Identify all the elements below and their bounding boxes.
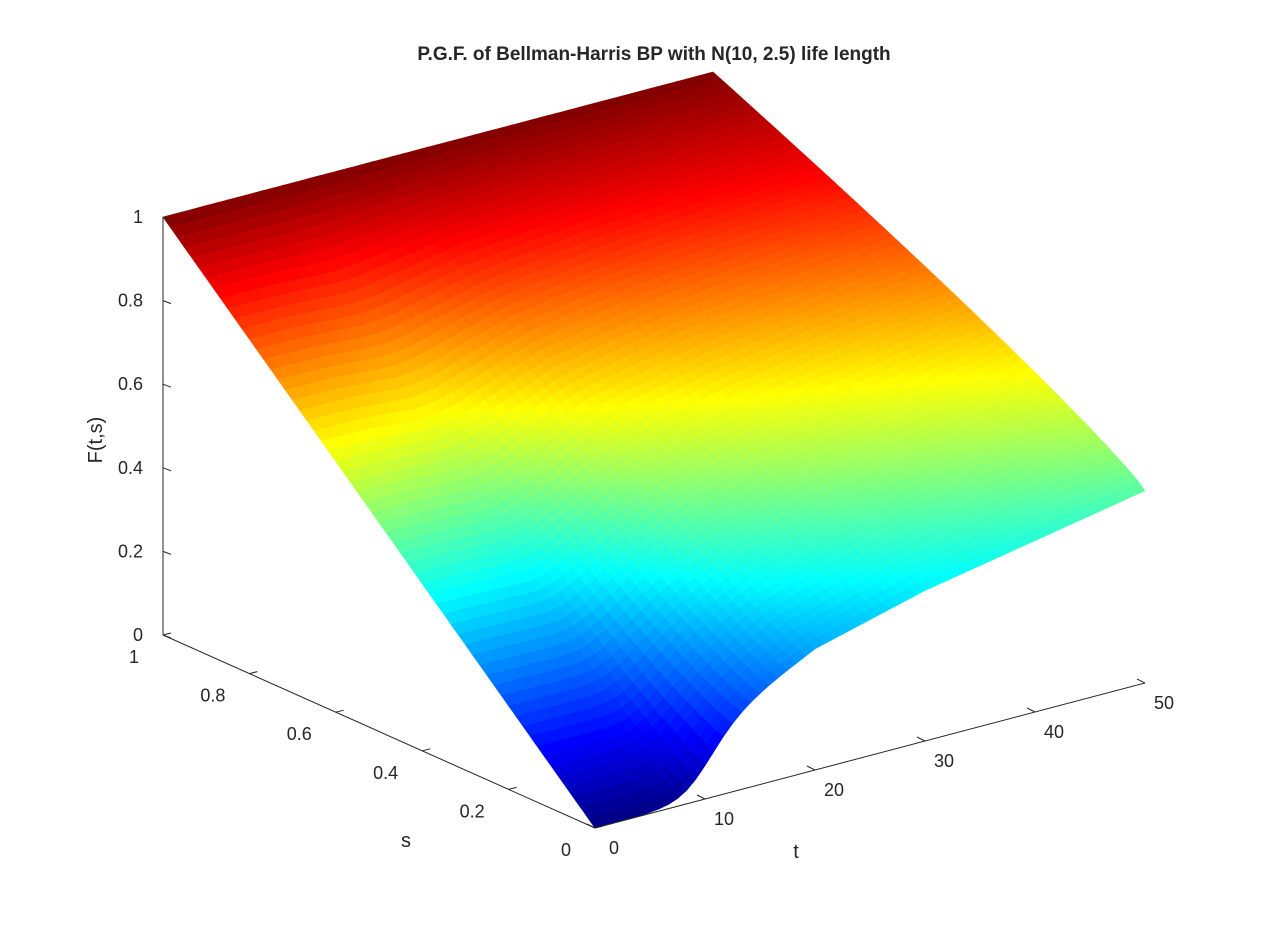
s-tick-mark	[162, 632, 172, 636]
t-tick-mark	[1026, 707, 1036, 713]
s-tick-label: 0.6	[287, 724, 312, 744]
t-tick-mark	[916, 736, 926, 742]
s-axis-line	[162, 634, 596, 829]
z-tick-label: 0.2	[118, 541, 143, 561]
s-tick-mark	[249, 671, 258, 675]
t-tick-label: 10	[714, 809, 734, 829]
z-tick-mark	[162, 550, 172, 555]
s-tick-mark	[422, 748, 431, 752]
t-tick-label: 40	[1044, 722, 1064, 742]
chart-title: P.G.F. of Bellman-Harris BP with N(10, 2…	[417, 44, 890, 65]
x-axis-label: t	[793, 841, 799, 863]
surface-plot	[162, 71, 1146, 829]
t-tick-label: 50	[1154, 693, 1174, 713]
s-tick-label: 0.4	[373, 763, 398, 783]
z-tick-label: 0.8	[118, 291, 143, 311]
t-tick-mark	[586, 823, 596, 829]
t-tick-label: 0	[609, 838, 619, 858]
s-tick-label: 0	[561, 840, 571, 860]
t-tick-label: 30	[934, 751, 954, 771]
t-tick-mark	[696, 794, 706, 800]
z-tick-label: 0	[133, 625, 143, 645]
t-axis-line	[594, 682, 1146, 829]
s-tick-label: 1	[129, 647, 139, 667]
z-tick-mark	[162, 467, 172, 472]
z-tick-mark	[162, 216, 172, 221]
z-tick-label: 0.6	[118, 374, 143, 394]
z-tick-label: 1	[133, 207, 143, 227]
z-tick-mark	[162, 634, 172, 639]
z-tick-mark	[162, 383, 172, 388]
t-tick-mark	[806, 765, 816, 771]
s-tick-mark	[508, 786, 517, 790]
s-tick-label: 0.2	[460, 801, 485, 821]
y-axis-label: s	[401, 830, 411, 852]
z-tick-mark	[162, 300, 172, 305]
s-tick-mark	[335, 709, 344, 713]
z-tick-label: 0.4	[118, 458, 143, 478]
t-tick-mark	[1136, 678, 1146, 684]
t-tick-label: 20	[824, 780, 844, 800]
s-tick-mark	[594, 825, 604, 829]
z-axis-label: F(t,s)	[85, 417, 107, 464]
s-tick-label: 0.8	[200, 686, 225, 706]
